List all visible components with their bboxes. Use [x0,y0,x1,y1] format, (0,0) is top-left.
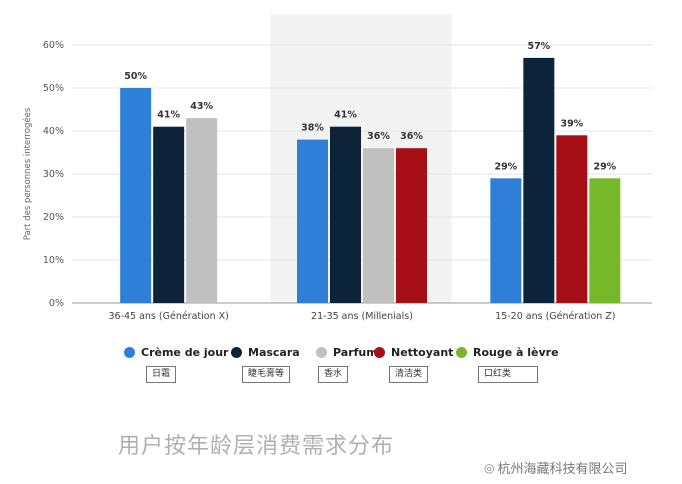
bar [556,135,588,303]
data-label: 50% [124,71,147,82]
data-label: 41% [334,110,357,121]
bar [120,88,152,303]
data-label: 36% [400,131,423,142]
legend-label: Parfum [333,346,378,359]
data-label: 41% [157,110,180,121]
legend-label: Crème de jour [141,346,229,359]
weibo-icon: ◎ [484,460,495,475]
legend-note-box: 香水 [318,366,349,383]
y-tick-label: 20% [43,212,64,223]
legend: Crème de jour Mascara Parfum Nettoyant R… [0,346,682,386]
legend-item-mascara: Mascara [231,346,300,359]
legend-dot [124,347,135,358]
watermark-text: 杭州海藏科技有限公司 [497,462,628,477]
y-tick-label: 60% [43,40,64,51]
data-label: 57% [527,41,550,52]
bar [523,57,555,304]
legend-note-box: 睫毛膏等 [242,366,291,383]
caption: 用户按年龄层消费需求分布 [118,434,395,459]
legend-item-parfum: Parfum [316,346,378,359]
legend-item-creme: Crème de jour [124,346,228,359]
watermark: ◎ 杭州海藏科技有限公司 [484,458,628,478]
legend-item-rouge: Rouge à lèvre [456,346,559,359]
x-tick-label: 15-20 ans (Génération Z) [495,311,615,322]
bar [363,148,394,303]
bar [589,178,621,303]
legend-label: Rouge à lèvre [473,346,559,359]
legend-dot [231,347,242,358]
data-label: 29% [494,161,517,172]
y-axis-label: Part des personnes interrogées [22,107,33,240]
legend-note-box: 清洁类 [389,366,429,383]
legend-label: Mascara [248,346,300,359]
bar [330,126,361,303]
bar [153,126,185,303]
data-label: 38% [301,123,324,134]
y-tick-label: 50% [43,83,64,94]
bar [396,148,427,303]
bar [186,118,218,303]
data-label: 36% [367,131,390,142]
legend-note-box: 口红类 [478,366,538,383]
legend-dot [456,347,467,358]
legend-dot [374,347,385,358]
bar [297,139,328,303]
x-tick-label: 21-35 ans (Millenials) [311,311,413,322]
bar [490,178,522,303]
legend-label: Nettoyant [391,346,454,359]
data-label: 39% [560,118,583,129]
legend-dot [316,347,327,358]
x-tick-label: 36-45 ans (Génération X) [108,311,228,322]
y-tick-label: 0% [49,298,64,309]
legend-note-box: 日霜 [146,366,177,383]
data-label: 29% [593,161,616,172]
y-tick-label: 10% [43,255,64,266]
y-tick-label: 40% [43,126,64,137]
data-label: 43% [190,101,213,112]
legend-item-nettoyant: Nettoyant [374,346,453,359]
y-tick-label: 30% [43,169,64,180]
